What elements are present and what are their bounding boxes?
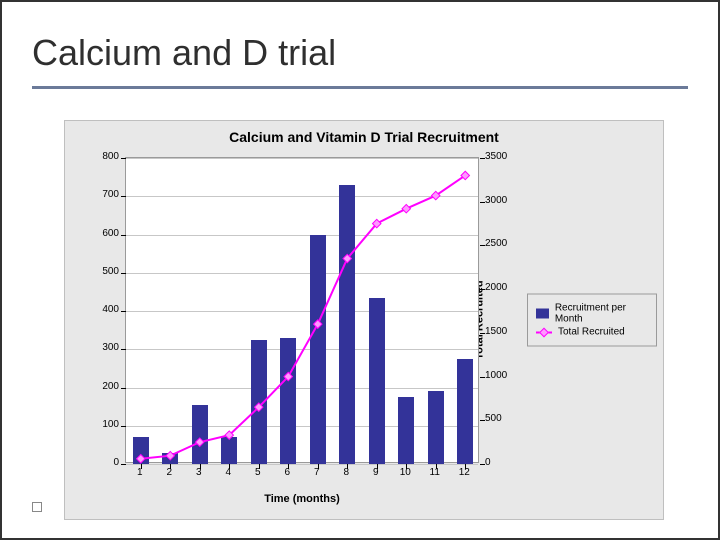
x-tick-label: 8 bbox=[338, 467, 354, 478]
y-right-tick-label: 2500 bbox=[485, 238, 507, 249]
x-tick-label: 6 bbox=[279, 467, 295, 478]
y-left-tick-label: 400 bbox=[89, 304, 119, 315]
y-right-tick-label: 500 bbox=[485, 413, 502, 424]
y-left-tick-label: 100 bbox=[89, 419, 119, 430]
gridline bbox=[126, 464, 478, 465]
title-underline bbox=[32, 86, 688, 89]
legend: Recruitment per Month Total Recruited bbox=[527, 294, 657, 347]
x-tick-label: 10 bbox=[397, 467, 413, 478]
chart-title: Calcium and Vitamin D Trial Recruitment bbox=[65, 129, 663, 145]
x-tick-label: 1 bbox=[132, 467, 148, 478]
x-tick-label: 12 bbox=[456, 467, 472, 478]
plot-area bbox=[125, 157, 479, 463]
title-area: Calcium and D trial bbox=[32, 32, 688, 89]
x-tick-label: 5 bbox=[250, 467, 266, 478]
y-left-tick-label: 500 bbox=[89, 266, 119, 277]
y-right-tick-label: 0 bbox=[485, 457, 491, 468]
x-tick-label: 9 bbox=[368, 467, 384, 478]
y-left-tick-label: 200 bbox=[89, 381, 119, 392]
y-right-tick-label: 3500 bbox=[485, 151, 507, 162]
y-right-tick-label: 1000 bbox=[485, 370, 507, 381]
y-right-tick-label: 1500 bbox=[485, 326, 507, 337]
legend-swatch-line-icon bbox=[536, 331, 552, 333]
y-left-tick-label: 600 bbox=[89, 228, 119, 239]
y-left-tick-label: 0 bbox=[89, 457, 119, 468]
legend-label: Recruitment per Month bbox=[555, 303, 648, 325]
legend-item: Recruitment per Month bbox=[536, 303, 648, 325]
legend-swatch-bar-icon bbox=[536, 309, 549, 319]
x-axis-label: Time (months) bbox=[125, 493, 479, 505]
x-tick-label: 2 bbox=[161, 467, 177, 478]
chart-container: Calcium and Vitamin D Trial Recruitment … bbox=[64, 120, 664, 520]
bullet-icon bbox=[32, 502, 42, 512]
x-tick-label: 7 bbox=[309, 467, 325, 478]
y-left-tick-label: 700 bbox=[89, 189, 119, 200]
legend-item: Total Recruited bbox=[536, 327, 648, 338]
y-right-tick-label: 3000 bbox=[485, 195, 507, 206]
y-left-tick-label: 800 bbox=[89, 151, 119, 162]
x-tick-label: 3 bbox=[191, 467, 207, 478]
line-overlay bbox=[126, 158, 480, 464]
x-tick-label: 4 bbox=[220, 467, 236, 478]
y-right-tick-label: 2000 bbox=[485, 282, 507, 293]
slide: Calcium and D trial Calcium and Vitamin … bbox=[0, 0, 720, 540]
x-tick-label: 11 bbox=[427, 467, 443, 478]
legend-label: Total Recruited bbox=[558, 327, 625, 338]
slide-title: Calcium and D trial bbox=[32, 32, 688, 86]
y-left-tick-label: 300 bbox=[89, 342, 119, 353]
